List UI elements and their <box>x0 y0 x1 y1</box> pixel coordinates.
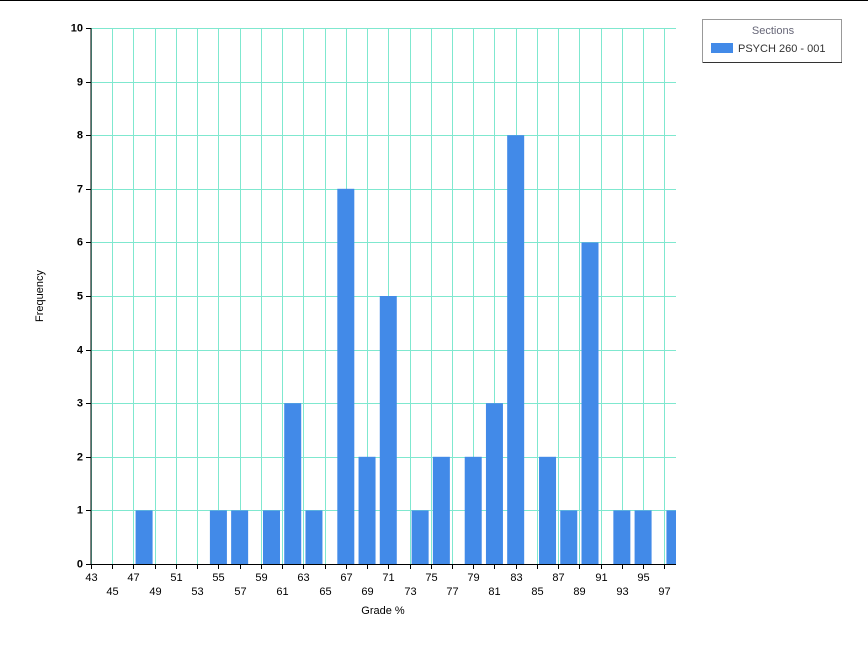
x-tick-label: 49 <box>149 586 161 598</box>
x-tick-label: 53 <box>191 586 203 598</box>
y-tick-label: 6 <box>77 236 83 248</box>
y-tick-label: 0 <box>77 558 83 570</box>
x-tick-label: 75 <box>425 572 437 584</box>
x-tick-label: 93 <box>616 586 628 598</box>
legend: Sections PSYCH 260 - 001 <box>702 19 842 63</box>
x-tick-label: 67 <box>340 572 352 584</box>
x-tick-label: 57 <box>234 586 246 598</box>
x-tick-label: 73 <box>404 586 416 598</box>
bar <box>209 510 227 564</box>
legend-label: PSYCH 260 - 001 <box>738 43 825 55</box>
x-tick-label: 63 <box>297 572 309 584</box>
bar <box>135 510 153 564</box>
x-tick-label: 47 <box>127 572 139 584</box>
bar <box>581 242 599 564</box>
y-axis-label: Frequency <box>34 270 46 322</box>
x-tick-label: 97 <box>658 586 670 598</box>
bar <box>507 135 525 564</box>
bar <box>464 456 482 564</box>
bar <box>379 296 397 564</box>
x-axis-label: Grade % <box>361 605 405 617</box>
x-tick-label: 87 <box>552 572 564 584</box>
bars <box>135 135 676 565</box>
bar <box>560 510 578 564</box>
y-tick-label: 7 <box>77 183 83 195</box>
bar <box>539 456 557 564</box>
x-tick-label: 83 <box>510 572 522 584</box>
x-tick-label: 71 <box>382 572 394 584</box>
x-tick-label: 43 <box>85 572 97 584</box>
x-tick-label: 59 <box>255 572 267 584</box>
bar <box>411 510 429 564</box>
y-tick-label: 4 <box>77 344 84 356</box>
x-tick-label: 65 <box>319 586 331 598</box>
x-tick-label: 89 <box>573 586 585 598</box>
x-tick-label: 95 <box>637 572 649 584</box>
axes: 0123456789104345474951535557596163656769… <box>71 22 676 598</box>
bar <box>432 456 450 564</box>
bar <box>666 510 676 564</box>
y-tick-label: 2 <box>77 451 83 463</box>
bar <box>634 510 652 564</box>
bar <box>305 510 323 564</box>
bar <box>231 510 249 564</box>
bar <box>358 456 376 564</box>
bar <box>485 403 503 564</box>
x-tick-label: 55 <box>212 572 224 584</box>
x-tick-label: 81 <box>488 586 500 598</box>
bar <box>284 403 302 564</box>
x-tick-label: 61 <box>276 586 288 598</box>
y-tick-label: 1 <box>77 504 83 516</box>
bar <box>337 188 355 565</box>
x-tick-label: 69 <box>361 586 373 598</box>
legend-swatch <box>711 43 733 53</box>
x-tick-label: 77 <box>446 586 458 598</box>
x-tick-label: 85 <box>531 586 543 598</box>
bar <box>262 510 280 564</box>
x-tick-label: 51 <box>170 572 182 584</box>
bar <box>613 510 631 564</box>
y-tick-label: 3 <box>77 397 83 409</box>
y-tick-label: 5 <box>77 290 83 302</box>
x-tick-label: 45 <box>106 586 118 598</box>
y-tick-label: 9 <box>77 76 83 88</box>
legend-box <box>702 19 842 63</box>
legend-title: Sections <box>752 25 795 37</box>
x-tick-label: 91 <box>595 572 607 584</box>
y-tick-label: 8 <box>77 129 83 141</box>
x-tick-label: 79 <box>467 572 479 584</box>
y-tick-label: 10 <box>71 22 83 34</box>
